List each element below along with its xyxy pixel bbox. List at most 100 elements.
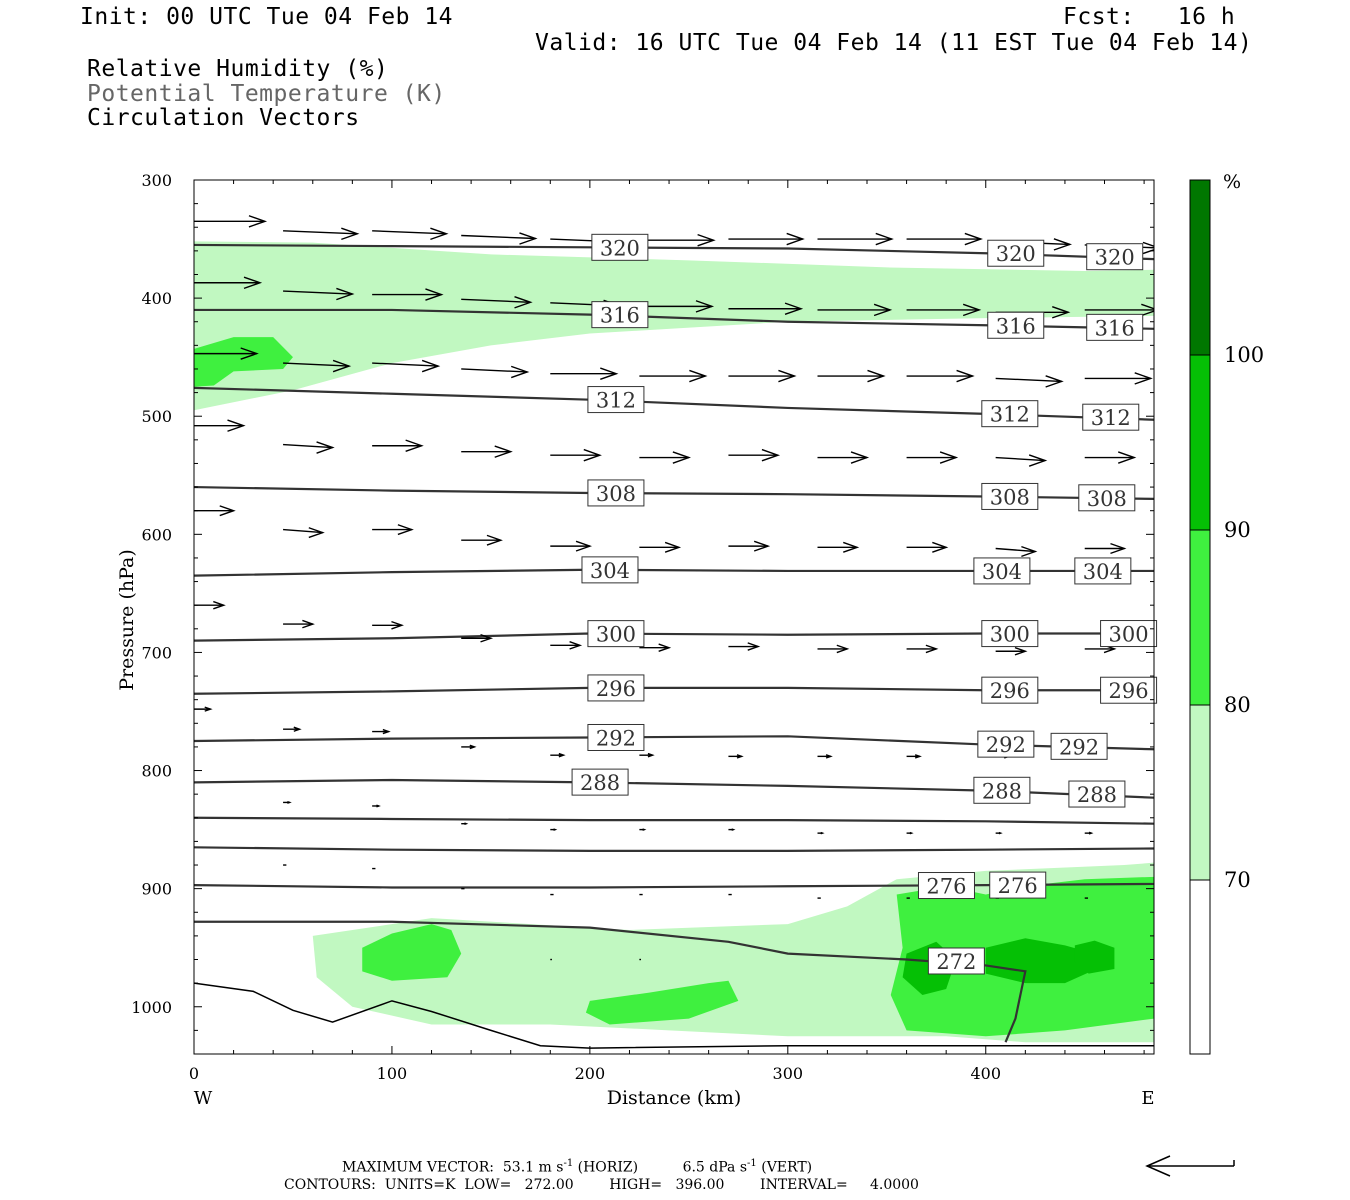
contour-label: 312 — [596, 389, 636, 413]
vector-shaft — [461, 298, 531, 303]
y-tick-label: 800 — [141, 762, 172, 781]
vector-head — [425, 288, 444, 301]
circulation-vector — [194, 215, 268, 228]
circulation-vector — [995, 646, 1028, 656]
vector-head — [583, 448, 602, 462]
circulation-vector — [461, 296, 533, 309]
vector-head — [914, 754, 922, 759]
circulation-vector — [550, 540, 593, 552]
contour-label-box — [587, 674, 645, 702]
contour-label-box — [927, 947, 985, 975]
y-tick-label: 700 — [141, 643, 172, 662]
contour-labels: 320 320 320 316 316 316 312 312 312 308 308 308 304 3… — [571, 233, 1158, 975]
contour-label: 312 — [990, 403, 1030, 427]
vert-exponent: -1 — [747, 1158, 757, 1169]
contour-info: CONTOURS: UNITS=K LOW= 272.00 HIGH= 396.… — [284, 1177, 919, 1193]
y-tick-label: 300 — [141, 171, 172, 190]
vector-shaft — [283, 362, 350, 367]
axes: 300 400 500 600 700 800 900 1000 0 100 200 300 400 — [131, 171, 1154, 1083]
colorbar-unit: % — [1223, 171, 1241, 193]
horiz-exponent: -1 — [563, 1158, 574, 1169]
contour-label-box — [587, 479, 645, 507]
vector-shaft — [995, 547, 1036, 553]
contour-label-box — [591, 301, 649, 329]
circulation-vector — [906, 644, 939, 654]
contour-label-box — [981, 482, 1039, 510]
circulation-vector — [194, 276, 263, 290]
circulation-vector — [550, 367, 619, 380]
circulation-vector — [283, 726, 302, 732]
forecast-hour: Fcst: 16 h — [1063, 4, 1236, 30]
contour-label: 308 — [596, 482, 636, 506]
vector-head — [1142, 241, 1154, 255]
contour-label: 300 — [596, 623, 636, 647]
vector-head — [293, 726, 302, 732]
circulation-vector — [372, 620, 404, 630]
circulation-vector — [194, 505, 236, 517]
vector-head — [875, 232, 894, 246]
vector-shaft — [461, 368, 528, 373]
vector-shaft — [283, 443, 333, 449]
circulation-vector — [372, 439, 424, 453]
vector-head — [1045, 375, 1064, 388]
rh-region-80-90 — [585, 980, 739, 1025]
contour-label: 316 — [996, 314, 1036, 338]
contour-label: 292 — [986, 733, 1026, 757]
vector-head — [336, 287, 355, 301]
vector-head — [664, 541, 682, 553]
vector-head — [405, 439, 424, 453]
vector-head — [430, 227, 449, 241]
circulation-vector — [906, 451, 959, 464]
contour-label-box — [591, 233, 649, 261]
contour-label: 304 — [590, 559, 630, 583]
vector-head — [1088, 831, 1094, 835]
vector-head — [932, 541, 949, 553]
vector-head — [575, 540, 593, 552]
vector-head — [308, 527, 325, 539]
vector-head — [480, 633, 494, 643]
vector-shaft — [283, 230, 358, 235]
circulation-vector — [639, 233, 716, 247]
circulation-vector — [283, 527, 325, 539]
vector-head — [376, 804, 381, 808]
colorbar-level-label: 90 — [1224, 518, 1251, 542]
circulation-vector — [461, 822, 469, 825]
contour-label: 308 — [1087, 487, 1127, 511]
circulation-vector — [906, 303, 982, 317]
circulation-vector — [906, 232, 983, 246]
contour-label: 320 — [600, 236, 640, 260]
vector-head — [1021, 545, 1038, 558]
y-tick-label: 500 — [141, 407, 172, 426]
circulation-vector — [283, 619, 315, 629]
circulation-vector — [906, 831, 914, 835]
vector-shaft — [283, 528, 323, 534]
contour-label-box — [1086, 313, 1144, 341]
x-tick-label: 0 — [189, 1064, 199, 1083]
circulation-vector — [1084, 372, 1153, 385]
colorbar-70-80 — [1189, 704, 1211, 881]
vector-shaft — [995, 377, 1062, 383]
vector-head — [867, 369, 886, 383]
contour-label: 296 — [596, 677, 636, 701]
y-tick-label: 900 — [141, 880, 172, 899]
vector-head — [956, 369, 975, 383]
contour-label: 288 — [580, 771, 620, 795]
vector-head — [998, 831, 1003, 835]
contour-label: 316 — [1095, 316, 1135, 340]
vector-head — [1141, 303, 1154, 317]
vector-head — [382, 728, 391, 735]
vector-shaft — [372, 230, 447, 235]
circulation-vector — [461, 534, 503, 546]
circulation-vector — [283, 800, 292, 804]
contour-label-box — [587, 620, 645, 648]
vector-head — [341, 227, 360, 241]
vector-head — [553, 828, 558, 831]
circulation-vector — [461, 365, 530, 379]
contour-label-box — [1068, 780, 1126, 808]
circulation-vector — [995, 375, 1064, 388]
circulation-vector — [194, 706, 213, 712]
circulation-vector — [372, 227, 449, 241]
circulation-vector — [550, 752, 566, 758]
vector-head — [909, 831, 914, 835]
colorbar: % 70 80 90 100 — [1189, 171, 1264, 1055]
